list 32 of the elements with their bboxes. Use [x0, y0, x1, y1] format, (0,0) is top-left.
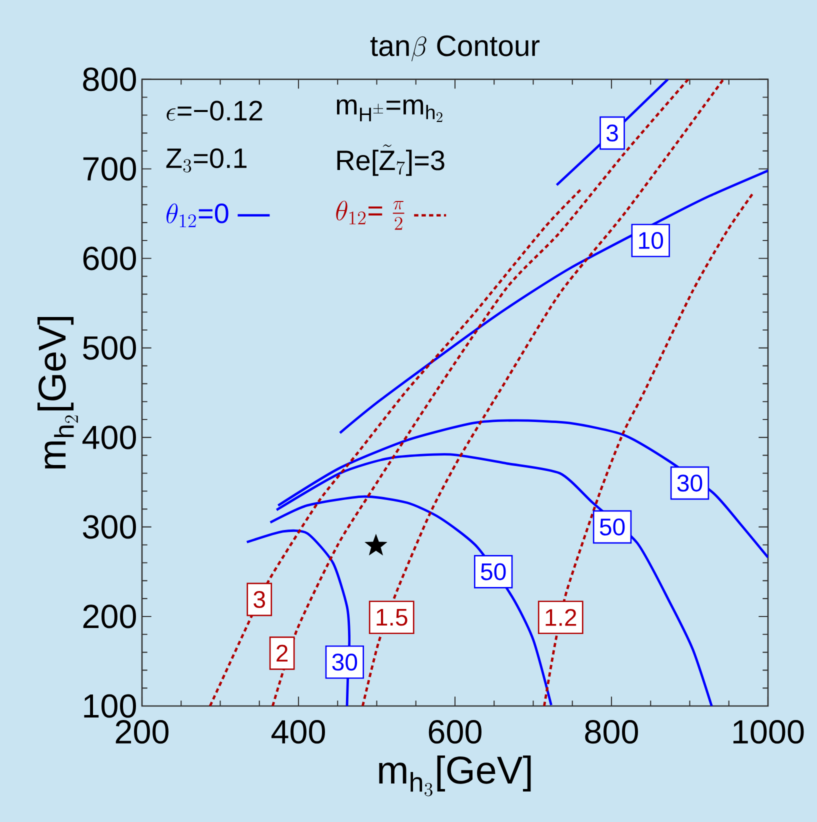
- annotation: 50: [480, 563, 506, 580]
- legend-label: $\theta_{12}\text{=0}$: [166, 203, 228, 228]
- annotation: 1.5: [376, 608, 408, 626]
- y-tick-label: 200: [83, 604, 136, 628]
- annotation: 10: [639, 232, 664, 249]
- annotation: $\text{m}_{\text{H}^{\pm}}\text{=m}_{\text{h}_{2}}$: [336, 99, 442, 122]
- annotation: 30: [332, 654, 358, 671]
- annotation: $\text{Re[}\tilde{\text{Z}}_{7}\text{]=3}$: [337, 144, 444, 176]
- annotation: $\text{Z}_{3}\text{=0.1}$: [166, 148, 246, 172]
- y-tick-label: 800: [83, 68, 136, 92]
- x-tick-label: 400: [271, 720, 325, 744]
- y-tick-label: 300: [82, 515, 136, 539]
- x-tick-label: 600: [428, 720, 482, 744]
- y-tick-label: 400: [82, 426, 136, 450]
- annotation: $\epsilon\text{=−0.12}$: [166, 100, 262, 121]
- y-tick-label: 500: [83, 336, 136, 360]
- x-tick-label: 200: [116, 720, 168, 744]
- x-tick-label: 1000: [733, 720, 804, 744]
- legend-label: $\theta_{12}\text{= }\frac{\pi}{2}$: [336, 200, 404, 230]
- x-axis-title: $\text{m}_{\text{h}_{3}}\text{[GeV]}$: [379, 755, 531, 796]
- annotation: 3: [606, 124, 618, 142]
- x-tick-label: 800: [585, 720, 638, 744]
- annotation: 1.2: [546, 608, 576, 626]
- annotation: 50: [600, 518, 625, 536]
- y-tick-label: 700: [83, 157, 136, 181]
- annotation: 30: [677, 474, 702, 492]
- annotation: 2: [276, 644, 288, 662]
- y-tick-label: 600: [83, 246, 136, 270]
- chart-title: $\text{tan}\beta\text{ Contour}$: [370, 35, 540, 62]
- y-axis-title: $\text{m}_{\text{h}_{2}}\text{[GeV]}$: [37, 316, 78, 469]
- y-tick-label: 100: [84, 694, 136, 718]
- annotation: 3: [254, 590, 265, 608]
